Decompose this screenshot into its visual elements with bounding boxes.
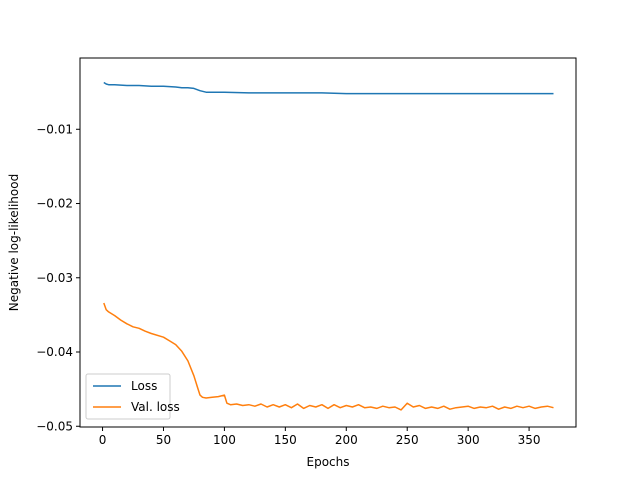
series-line-loss: [103, 81, 554, 95]
x-tick-label: 0: [99, 433, 107, 447]
x-tick-label: 200: [335, 433, 358, 447]
series-layer: [103, 81, 554, 411]
legend-label-loss: Loss: [131, 379, 157, 393]
series-line-val-loss: [103, 302, 554, 411]
y-tick-label: −0.04: [36, 345, 73, 359]
axes-frame: [79, 57, 577, 428]
x-tick-label: 50: [156, 433, 171, 447]
x-tick-label: 350: [518, 433, 541, 447]
x-tick-label: 100: [213, 433, 236, 447]
x-axis-label: Epochs: [307, 455, 350, 469]
y-tick-label: −0.03: [36, 271, 73, 285]
y-tick-label: −0.01: [36, 122, 73, 136]
x-tick-label: 150: [274, 433, 297, 447]
y-tick-label: −0.05: [36, 419, 73, 433]
x-axis: 0 50 100 150 200 250 300 350: [99, 427, 541, 447]
y-axis-label: Negative log-likelihood: [7, 174, 21, 311]
y-tick-label: −0.02: [36, 197, 73, 211]
plot-area: [79, 57, 577, 428]
x-tick-label: 300: [457, 433, 480, 447]
axes-background: [80, 58, 576, 427]
legend-label-val-loss: Val. loss: [131, 400, 180, 414]
y-axis: −0.01 −0.02 −0.03 −0.04 −0.05: [36, 122, 80, 433]
legend: Loss Val. loss: [85, 373, 180, 420]
x-tick-label: 250: [396, 433, 419, 447]
